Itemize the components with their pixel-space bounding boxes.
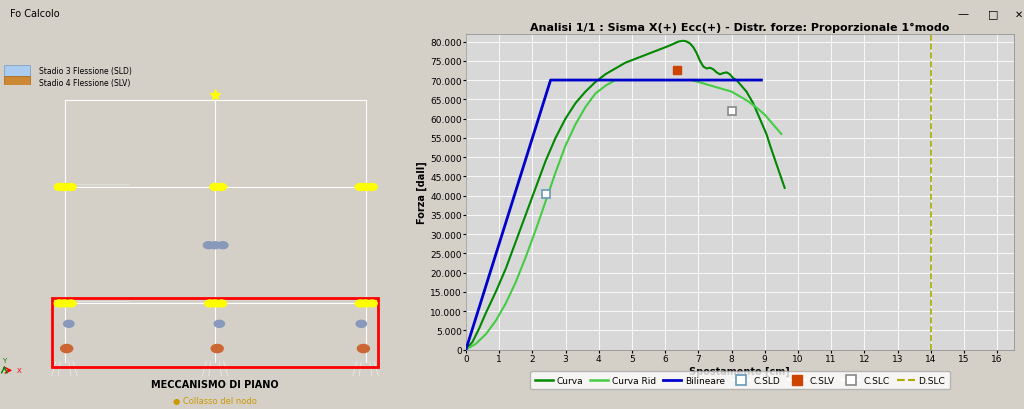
Bar xyxy=(4,66,30,77)
Circle shape xyxy=(214,321,224,328)
Curva Rid xyxy=(692,80,705,85)
Text: □: □ xyxy=(988,9,998,19)
Circle shape xyxy=(211,345,223,353)
Text: —: — xyxy=(957,9,968,19)
Title: Analisi 1/1 : Sisma X(+) Ecc(+) - Distr. forze: Proporzionale 1°modo: Analisi 1/1 : Sisma X(+) Ecc(+) - Distr.… xyxy=(530,22,949,33)
D.SLC xyxy=(925,347,937,352)
D.SLC xyxy=(925,347,937,352)
Curva Rid xyxy=(712,86,724,91)
Circle shape xyxy=(59,300,70,307)
Circle shape xyxy=(216,300,226,307)
Curva Rid xyxy=(479,332,492,337)
Legend: Curva, Curva Rid, Bilineare, C.SLD, C.SLV, C.SLC, D.SLC: Curva, Curva Rid, Bilineare, C.SLD, C.SL… xyxy=(530,371,949,389)
Curva Rid xyxy=(599,84,611,89)
Curva Rid xyxy=(706,84,718,89)
Circle shape xyxy=(218,242,228,249)
X-axis label: Spostamento [cm]: Spostamento [cm] xyxy=(689,366,791,376)
Curva Rid xyxy=(719,88,731,93)
Circle shape xyxy=(210,184,220,191)
Text: Stadio 4 Flessione (SLV): Stadio 4 Flessione (SLV) xyxy=(39,79,130,88)
Curva Rid xyxy=(500,301,512,306)
Bilineare xyxy=(545,79,557,83)
Curva Rid xyxy=(489,319,502,324)
Circle shape xyxy=(54,300,65,307)
Bar xyxy=(51,298,379,368)
Curva Rid xyxy=(589,92,601,97)
Circle shape xyxy=(360,184,371,191)
Line: Curva: Curva xyxy=(466,42,784,350)
Y-axis label: Forza [dall]: Forza [dall] xyxy=(417,161,427,224)
Curva Rid xyxy=(725,90,737,95)
Curva Rid xyxy=(460,347,472,352)
Curva Rid xyxy=(732,94,744,99)
Circle shape xyxy=(216,184,226,191)
Curva Rid xyxy=(659,79,672,83)
Circle shape xyxy=(66,300,76,307)
Curva Rid xyxy=(752,107,764,112)
Circle shape xyxy=(66,184,76,191)
Circle shape xyxy=(360,300,371,307)
Bilineare xyxy=(756,79,768,83)
Line: Curva Rid: Curva Rid xyxy=(466,81,781,350)
Circle shape xyxy=(54,184,65,191)
Curva xyxy=(589,80,601,85)
Line: Bilineare: Bilineare xyxy=(466,81,762,350)
Text: Fo Calcolo: Fo Calcolo xyxy=(10,9,59,19)
Curva Rid xyxy=(685,79,697,83)
Circle shape xyxy=(367,184,377,191)
Circle shape xyxy=(355,300,366,307)
Curva Rid xyxy=(629,79,641,83)
Circle shape xyxy=(357,345,370,353)
Curva Rid xyxy=(550,171,562,175)
Text: Y: Y xyxy=(2,357,6,363)
Curva xyxy=(677,39,689,44)
Curva Rid xyxy=(580,105,592,110)
Curva Rid xyxy=(569,123,582,128)
Curva Rid xyxy=(698,82,711,87)
Curva Rid xyxy=(540,199,552,204)
Curva xyxy=(733,82,745,87)
Curva Rid xyxy=(529,228,542,233)
Curva Rid xyxy=(559,144,571,148)
Curva Rid xyxy=(769,124,781,129)
Curva Rid xyxy=(470,342,482,346)
Curva Rid xyxy=(775,132,787,137)
Curva xyxy=(754,117,766,122)
Curva Rid xyxy=(639,79,651,83)
Text: ✕: ✕ xyxy=(1015,9,1023,19)
Circle shape xyxy=(210,300,220,307)
Circle shape xyxy=(355,184,366,191)
Circle shape xyxy=(63,321,74,328)
Curva xyxy=(778,186,791,191)
Circle shape xyxy=(59,184,70,191)
Text: MECCANISMO DI PIANO: MECCANISMO DI PIANO xyxy=(152,380,279,389)
Curva Rid xyxy=(679,79,691,83)
Text: ● Collasso del nodo: ● Collasso del nodo xyxy=(173,396,257,405)
Circle shape xyxy=(356,321,367,328)
Circle shape xyxy=(60,345,73,353)
Curva Rid xyxy=(673,79,685,83)
Curva Rid xyxy=(519,255,531,260)
Circle shape xyxy=(205,300,215,307)
Curva Rid xyxy=(510,280,522,285)
Circle shape xyxy=(204,242,214,249)
Bilineare xyxy=(460,347,472,352)
Curva Rid xyxy=(742,99,755,104)
Bar xyxy=(4,77,30,89)
Circle shape xyxy=(367,300,377,307)
Curva Rid xyxy=(666,79,678,83)
Curva xyxy=(711,71,723,76)
Curva Rid xyxy=(759,113,771,118)
Curva Rid xyxy=(609,79,622,83)
Bilineare xyxy=(545,79,557,83)
Curva xyxy=(700,67,713,72)
Text: Stadio 3 Flessione (SLD): Stadio 3 Flessione (SLD) xyxy=(39,67,131,76)
Curva Rid xyxy=(649,79,662,83)
Circle shape xyxy=(210,242,220,249)
Curva Rid xyxy=(620,79,632,83)
Text: X: X xyxy=(16,367,22,373)
Curva xyxy=(460,347,472,352)
Curva xyxy=(703,66,716,71)
